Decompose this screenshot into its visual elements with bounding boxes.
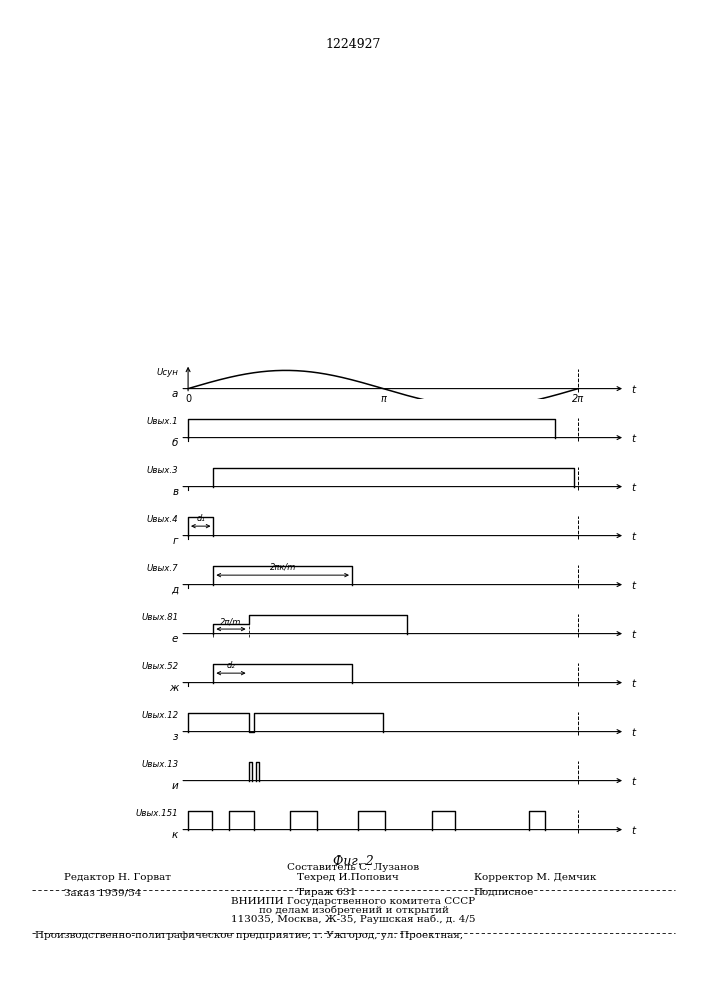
Text: Uвых.151: Uвых.151	[136, 809, 178, 818]
Text: и: и	[172, 781, 178, 791]
Text: з: з	[173, 732, 178, 742]
Text: $t$: $t$	[631, 579, 637, 591]
Text: $t$: $t$	[631, 824, 637, 836]
Text: ж: ж	[169, 683, 178, 693]
Text: е: е	[172, 634, 178, 644]
Text: б: б	[172, 438, 178, 448]
Text: 0: 0	[185, 394, 191, 404]
Text: Uвых.1: Uвых.1	[147, 417, 178, 426]
Text: ВНИИПИ Государственного комитета СССР: ВНИИПИ Государственного комитета СССР	[231, 897, 476, 906]
Text: π: π	[380, 394, 386, 404]
Text: Производственно-полиграфическое предприятие, г. Ужгород, ул. Проектная,: Производственно-полиграфическое предприя…	[35, 931, 464, 940]
Text: $t$: $t$	[631, 677, 637, 689]
Text: Редактор Н. Горват: Редактор Н. Горват	[64, 873, 170, 882]
Text: d₁: d₁	[197, 514, 205, 523]
Text: 2π: 2π	[572, 394, 584, 404]
Text: $t$: $t$	[631, 726, 637, 738]
Text: 2πк/m: 2πк/m	[269, 563, 296, 572]
Text: д: д	[171, 585, 178, 595]
Text: Корректор М. Демчик: Корректор М. Демчик	[474, 873, 596, 882]
Text: Uвых.7: Uвых.7	[147, 564, 178, 573]
Text: $t$: $t$	[631, 628, 637, 640]
Text: Uвых.3: Uвых.3	[147, 466, 178, 475]
Text: Фиг. 2: Фиг. 2	[333, 855, 374, 868]
Text: 2π/m: 2π/m	[221, 617, 242, 626]
Text: 113035, Москва, Ж-35, Раушская наб., д. 4/5: 113035, Москва, Ж-35, Раушская наб., д. …	[231, 914, 476, 924]
Text: Uвых.81: Uвых.81	[141, 613, 178, 622]
Text: $t$: $t$	[631, 383, 637, 395]
Text: Техред И.Попович: Техред И.Попович	[297, 873, 399, 882]
Text: $t$: $t$	[631, 481, 637, 493]
Text: Тираж 631: Тираж 631	[297, 888, 356, 897]
Text: Uвых.4: Uвых.4	[147, 515, 178, 524]
Text: а: а	[172, 389, 178, 399]
Text: d₂: d₂	[227, 661, 235, 670]
Text: Uвых.52: Uвых.52	[141, 662, 178, 671]
Text: $t$: $t$	[631, 432, 637, 444]
Text: 1224927: 1224927	[326, 38, 381, 51]
Text: Заказ 1959/54: Заказ 1959/54	[64, 888, 141, 897]
Text: в: в	[173, 487, 178, 497]
Text: Подписное: Подписное	[474, 888, 534, 897]
Text: Uвых.12: Uвых.12	[141, 711, 178, 720]
Text: $t$: $t$	[631, 775, 637, 787]
Text: Составитель С. Лузанов: Составитель С. Лузанов	[288, 863, 419, 872]
Text: к: к	[172, 830, 178, 840]
Text: по делам изобретений и открытий: по делам изобретений и открытий	[259, 906, 448, 915]
Text: $t$: $t$	[631, 530, 637, 542]
Text: Uвых.13: Uвых.13	[141, 760, 178, 769]
Text: г: г	[173, 536, 178, 546]
Text: Uсун: Uсун	[156, 368, 178, 377]
